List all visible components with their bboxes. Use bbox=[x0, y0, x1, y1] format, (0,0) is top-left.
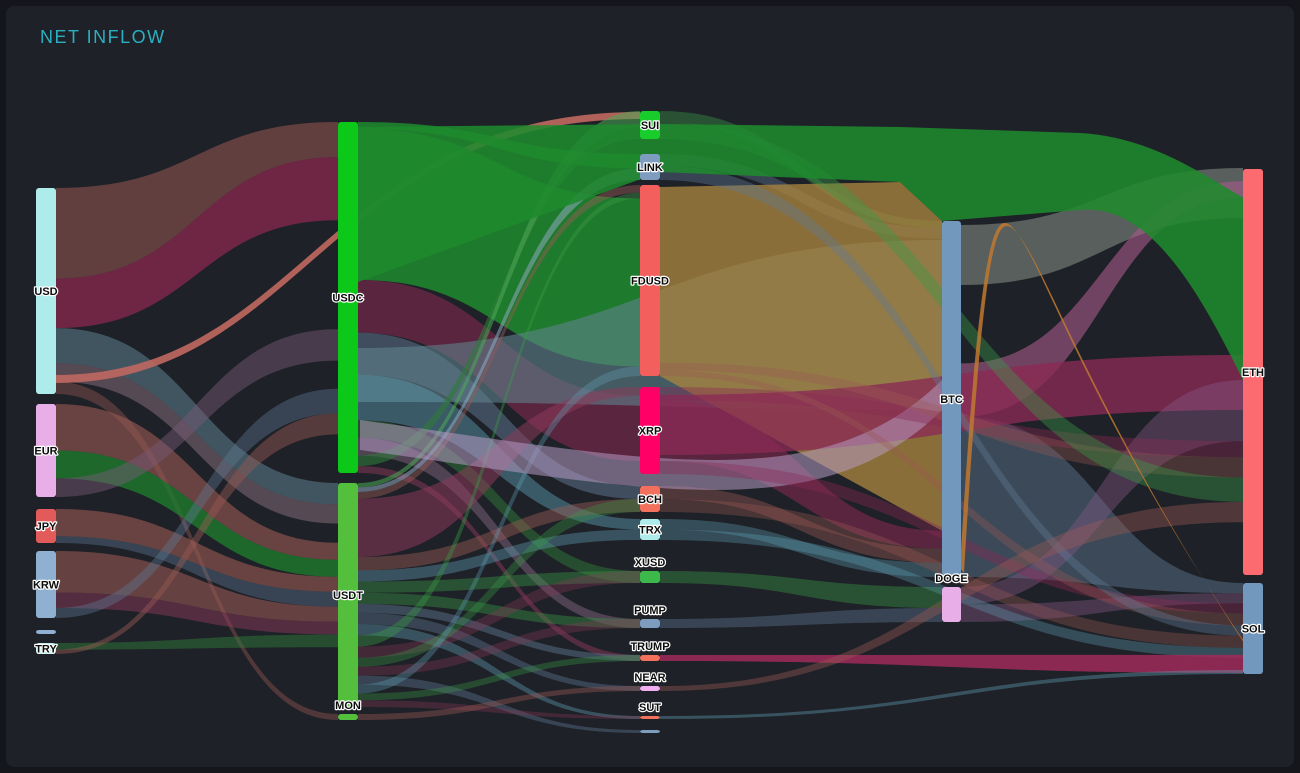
svg-text:FDUSD: FDUSD bbox=[631, 276, 669, 288]
svg-text:BCH: BCH bbox=[638, 494, 662, 506]
svg-text:EUR: EUR bbox=[34, 446, 57, 458]
svg-text:TRUMP: TRUMP bbox=[630, 641, 669, 653]
svg-text:SUI: SUI bbox=[641, 120, 659, 132]
svg-text:PUMP: PUMP bbox=[634, 605, 666, 617]
svg-text:XRP: XRP bbox=[639, 426, 662, 438]
svg-text:DOGE: DOGE bbox=[935, 573, 967, 585]
svg-text:USD: USD bbox=[34, 286, 57, 298]
svg-text:USDC: USDC bbox=[332, 293, 363, 305]
svg-text:BTC: BTC bbox=[940, 394, 963, 406]
svg-text:SOL: SOL bbox=[1242, 624, 1265, 636]
svg-text:XUSD: XUSD bbox=[635, 557, 666, 569]
svg-text:ETH: ETH bbox=[1242, 367, 1264, 379]
svg-text:NEAR: NEAR bbox=[634, 672, 665, 684]
svg-text:USDT: USDT bbox=[333, 590, 363, 602]
svg-text:SUT: SUT bbox=[639, 702, 661, 714]
svg-text:MON: MON bbox=[335, 700, 361, 712]
svg-text:TRX: TRX bbox=[639, 525, 662, 537]
svg-text:KRW: KRW bbox=[33, 580, 60, 592]
svg-text:LINK: LINK bbox=[637, 162, 663, 174]
svg-text:JPY: JPY bbox=[36, 521, 57, 533]
svg-text:TRY: TRY bbox=[35, 644, 57, 656]
